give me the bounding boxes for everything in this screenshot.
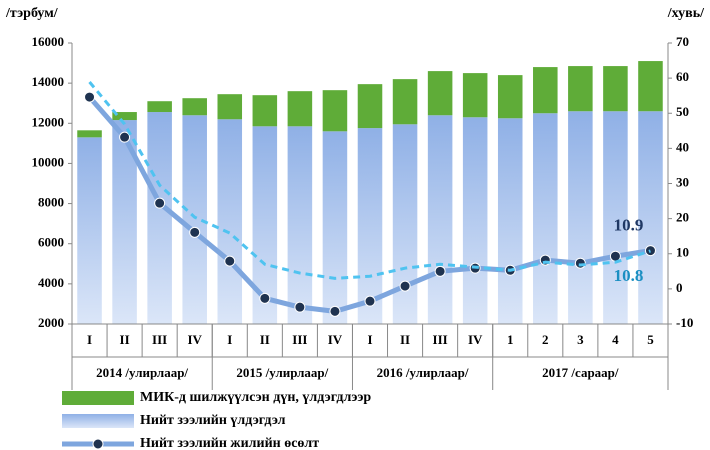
bar xyxy=(568,111,593,324)
y2-tick-label: 50 xyxy=(676,104,689,119)
y-tick-label: 10000 xyxy=(32,154,65,169)
line-marker xyxy=(364,295,376,307)
data-label: 10.9 xyxy=(614,215,644,234)
legend-swatch xyxy=(62,391,134,405)
line-marker xyxy=(154,197,166,209)
x-tick-label: 2 xyxy=(542,332,549,347)
legend-swatch xyxy=(62,414,134,428)
bar xyxy=(252,95,278,127)
y-tick-label: 14000 xyxy=(32,74,65,89)
bar xyxy=(147,101,172,113)
group-label: 2016 /улирлаар/ xyxy=(377,365,469,380)
x-tick-label: 3 xyxy=(577,332,584,347)
line-marker xyxy=(119,131,131,143)
line-marker xyxy=(399,280,411,292)
y2-tick-label: 70 xyxy=(676,34,689,49)
line-marker xyxy=(644,245,656,257)
y-axis-label: /тэрбум/ xyxy=(5,6,59,21)
bar xyxy=(322,90,348,132)
x-tick-label: 1 xyxy=(507,332,514,347)
y-tick-label: 4000 xyxy=(38,275,64,290)
bar xyxy=(147,112,172,324)
y-tick-label: 16000 xyxy=(32,34,65,49)
bar xyxy=(322,131,348,324)
x-tick-label: III xyxy=(433,332,448,347)
line-marker xyxy=(434,265,446,277)
line-marker xyxy=(224,255,236,267)
x-tick-label: II xyxy=(400,332,410,347)
bar xyxy=(603,111,628,324)
bar xyxy=(638,111,663,324)
bar xyxy=(638,61,663,112)
x-tick-label: 4 xyxy=(612,332,619,347)
group-label: 2015 /улирлаар/ xyxy=(236,365,328,380)
y2-tick-label: -10 xyxy=(676,315,693,330)
bar xyxy=(497,75,523,119)
x-tick-label: I xyxy=(87,332,92,347)
bar xyxy=(497,118,523,325)
bar xyxy=(217,119,243,325)
bar xyxy=(287,126,313,325)
y-tick-label: 6000 xyxy=(38,235,64,250)
bar xyxy=(568,66,593,112)
x-tick-label: II xyxy=(120,332,130,347)
bar xyxy=(462,117,488,324)
bar xyxy=(182,98,207,116)
line-marker xyxy=(294,301,306,313)
y2-tick-label: 20 xyxy=(676,210,689,225)
line xyxy=(88,81,651,280)
y2-tick-label: 30 xyxy=(676,174,689,189)
legend-label: МИК-д шилжүүлсэн дүн, үлдэгдлээр xyxy=(140,390,371,405)
bar xyxy=(603,66,628,112)
bar xyxy=(357,128,383,324)
bar xyxy=(77,130,102,138)
y-tick-label: 2000 xyxy=(38,315,64,330)
bar xyxy=(427,71,453,116)
bar xyxy=(392,79,418,125)
y2-tick-label: 40 xyxy=(676,139,689,154)
bar xyxy=(112,112,137,121)
bar xyxy=(77,137,102,324)
x-tick-label: IV xyxy=(187,332,202,347)
legend-swatch xyxy=(92,438,104,450)
bar xyxy=(462,73,488,118)
bar xyxy=(427,115,453,324)
bar xyxy=(217,94,243,120)
x-tick-label: I xyxy=(367,332,372,347)
group-label: 2014 /улирлаар/ xyxy=(96,365,188,380)
line-marker xyxy=(259,292,271,304)
x-tick-label: IV xyxy=(468,332,483,347)
x-tick-label: II xyxy=(260,332,270,347)
bar xyxy=(533,113,558,324)
line-marker xyxy=(329,305,341,317)
x-tick-label: III xyxy=(292,332,307,347)
x-tick-label: 5 xyxy=(647,332,654,347)
bar xyxy=(533,67,558,114)
legend-label: Нийт зээлийн жилийн өсөлт xyxy=(140,436,319,450)
x-tick-label: I xyxy=(227,332,232,347)
bar xyxy=(287,91,313,127)
legend-label: Нийт зээлийн үлдэгдэл xyxy=(140,413,286,428)
data-label: 10.8 xyxy=(614,266,644,285)
bar xyxy=(357,84,383,129)
x-tick-label: IV xyxy=(328,332,343,347)
y2-axis-label: /хувь/ xyxy=(667,6,705,21)
y2-tick-label: 60 xyxy=(676,69,689,84)
y2-tick-label: 0 xyxy=(676,280,683,295)
line-marker xyxy=(189,226,201,238)
line-marker xyxy=(84,91,96,103)
y-tick-label: 12000 xyxy=(32,114,65,129)
bar xyxy=(392,124,418,325)
y2-tick-label: 10 xyxy=(676,245,689,260)
y-tick-label: 8000 xyxy=(38,195,64,210)
x-tick-label: III xyxy=(152,332,167,347)
group-label: 2017 /сараар/ xyxy=(542,365,619,380)
